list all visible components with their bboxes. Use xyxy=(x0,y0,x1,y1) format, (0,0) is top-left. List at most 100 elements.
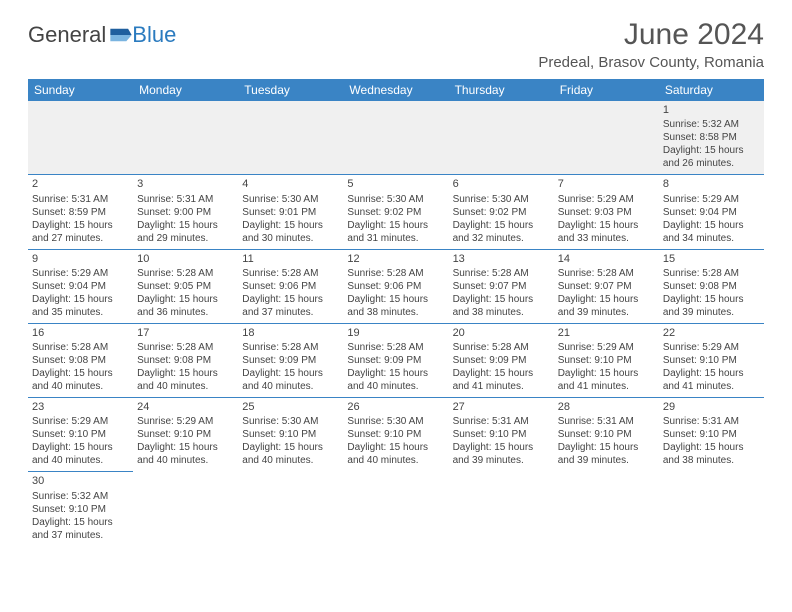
daylight-line-2: and 38 minutes. xyxy=(347,306,444,319)
dayname-wednesday: Wednesday xyxy=(343,79,448,101)
daylight-line-2: and 40 minutes. xyxy=(347,380,444,393)
sunset-line: Sunset: 9:07 PM xyxy=(558,280,655,293)
page-title: June 2024 xyxy=(538,18,764,52)
daylight-line-2: and 40 minutes. xyxy=(347,454,444,467)
sunset-line: Sunset: 8:59 PM xyxy=(32,206,129,219)
day-number: 10 xyxy=(137,252,234,266)
day-number: 21 xyxy=(558,326,655,340)
day-cell: 10Sunrise: 5:28 AMSunset: 9:05 PMDayligh… xyxy=(133,249,238,323)
daylight-line-1: Daylight: 15 hours xyxy=(32,441,129,454)
week-row: 30Sunrise: 5:32 AMSunset: 9:10 PMDayligh… xyxy=(28,472,764,546)
daylight-line-2: and 39 minutes. xyxy=(663,306,760,319)
sunrise-line: Sunrise: 5:29 AM xyxy=(32,415,129,428)
day-cell xyxy=(133,472,238,546)
sunset-line: Sunset: 9:07 PM xyxy=(453,280,550,293)
day-cell xyxy=(659,472,764,546)
day-cell: 17Sunrise: 5:28 AMSunset: 9:08 PMDayligh… xyxy=(133,323,238,397)
day-number: 22 xyxy=(663,326,760,340)
day-cell: 26Sunrise: 5:30 AMSunset: 9:10 PMDayligh… xyxy=(343,398,448,472)
daylight-line-1: Daylight: 15 hours xyxy=(347,441,444,454)
sunrise-line: Sunrise: 5:28 AM xyxy=(242,341,339,354)
daylight-line-2: and 36 minutes. xyxy=(137,306,234,319)
sunset-line: Sunset: 9:01 PM xyxy=(242,206,339,219)
day-cell: 5Sunrise: 5:30 AMSunset: 9:02 PMDaylight… xyxy=(343,175,448,249)
daylight-line-1: Daylight: 15 hours xyxy=(558,293,655,306)
sunset-line: Sunset: 9:08 PM xyxy=(663,280,760,293)
sunrise-line: Sunrise: 5:30 AM xyxy=(242,193,339,206)
day-cell: 30Sunrise: 5:32 AMSunset: 9:10 PMDayligh… xyxy=(28,472,133,546)
daylight-line-2: and 41 minutes. xyxy=(453,380,550,393)
sunset-line: Sunset: 9:04 PM xyxy=(663,206,760,219)
dayname-thursday: Thursday xyxy=(449,79,554,101)
day-cell: 18Sunrise: 5:28 AMSunset: 9:09 PMDayligh… xyxy=(238,323,343,397)
daylight-line-2: and 35 minutes. xyxy=(32,306,129,319)
week-row: 2Sunrise: 5:31 AMSunset: 8:59 PMDaylight… xyxy=(28,175,764,249)
sunset-line: Sunset: 9:06 PM xyxy=(347,280,444,293)
day-cell: 24Sunrise: 5:29 AMSunset: 9:10 PMDayligh… xyxy=(133,398,238,472)
day-cell: 14Sunrise: 5:28 AMSunset: 9:07 PMDayligh… xyxy=(554,249,659,323)
day-number: 24 xyxy=(137,400,234,414)
daylight-line-2: and 39 minutes. xyxy=(558,454,655,467)
dayname-sunday: Sunday xyxy=(28,79,133,101)
day-cell xyxy=(343,101,448,175)
day-number: 4 xyxy=(242,177,339,191)
day-number: 12 xyxy=(347,252,444,266)
daylight-line-2: and 39 minutes. xyxy=(558,306,655,319)
daylight-line-1: Daylight: 15 hours xyxy=(453,441,550,454)
day-cell xyxy=(133,101,238,175)
sunrise-line: Sunrise: 5:28 AM xyxy=(242,267,339,280)
day-number: 11 xyxy=(242,252,339,266)
daylight-line-1: Daylight: 15 hours xyxy=(663,219,760,232)
daylight-line-1: Daylight: 15 hours xyxy=(558,367,655,380)
daylight-line-2: and 41 minutes. xyxy=(558,380,655,393)
day-cell xyxy=(28,101,133,175)
day-cell: 2Sunrise: 5:31 AMSunset: 8:59 PMDaylight… xyxy=(28,175,133,249)
sunrise-line: Sunrise: 5:28 AM xyxy=(347,341,444,354)
sunrise-line: Sunrise: 5:31 AM xyxy=(453,415,550,428)
day-number: 18 xyxy=(242,326,339,340)
sunrise-line: Sunrise: 5:29 AM xyxy=(558,341,655,354)
sunrise-line: Sunrise: 5:32 AM xyxy=(663,118,760,131)
sunset-line: Sunset: 8:58 PM xyxy=(663,131,760,144)
daylight-line-2: and 40 minutes. xyxy=(242,380,339,393)
day-cell: 20Sunrise: 5:28 AMSunset: 9:09 PMDayligh… xyxy=(449,323,554,397)
daylight-line-2: and 32 minutes. xyxy=(453,232,550,245)
day-cell: 3Sunrise: 5:31 AMSunset: 9:00 PMDaylight… xyxy=(133,175,238,249)
day-number: 28 xyxy=(558,400,655,414)
sunset-line: Sunset: 9:05 PM xyxy=(137,280,234,293)
daylight-line-1: Daylight: 15 hours xyxy=(558,441,655,454)
day-cell: 4Sunrise: 5:30 AMSunset: 9:01 PMDaylight… xyxy=(238,175,343,249)
day-number: 25 xyxy=(242,400,339,414)
daylight-line-1: Daylight: 15 hours xyxy=(137,441,234,454)
daylight-line-2: and 37 minutes. xyxy=(32,529,129,542)
daylight-line-1: Daylight: 15 hours xyxy=(242,441,339,454)
daylight-line-1: Daylight: 15 hours xyxy=(137,367,234,380)
day-number: 17 xyxy=(137,326,234,340)
day-number: 13 xyxy=(453,252,550,266)
sunset-line: Sunset: 9:10 PM xyxy=(453,428,550,441)
day-cell: 12Sunrise: 5:28 AMSunset: 9:06 PMDayligh… xyxy=(343,249,448,323)
week-row: 23Sunrise: 5:29 AMSunset: 9:10 PMDayligh… xyxy=(28,398,764,472)
daylight-line-1: Daylight: 15 hours xyxy=(663,293,760,306)
sunset-line: Sunset: 9:10 PM xyxy=(32,428,129,441)
calendar-table: SundayMondayTuesdayWednesdayThursdayFrid… xyxy=(28,79,764,546)
day-number: 16 xyxy=(32,326,129,340)
logo-text-general: General xyxy=(28,22,106,48)
sunset-line: Sunset: 9:08 PM xyxy=(137,354,234,367)
daylight-line-2: and 40 minutes. xyxy=(32,380,129,393)
sunrise-line: Sunrise: 5:28 AM xyxy=(137,341,234,354)
sunset-line: Sunset: 9:09 PM xyxy=(242,354,339,367)
day-cell: 6Sunrise: 5:30 AMSunset: 9:02 PMDaylight… xyxy=(449,175,554,249)
daylight-line-2: and 41 minutes. xyxy=(663,380,760,393)
day-cell: 11Sunrise: 5:28 AMSunset: 9:06 PMDayligh… xyxy=(238,249,343,323)
week-row: 9Sunrise: 5:29 AMSunset: 9:04 PMDaylight… xyxy=(28,249,764,323)
logo-text-blue: Blue xyxy=(132,22,176,48)
sunrise-line: Sunrise: 5:28 AM xyxy=(558,267,655,280)
dayname-tuesday: Tuesday xyxy=(238,79,343,101)
daylight-line-1: Daylight: 15 hours xyxy=(137,219,234,232)
sunrise-line: Sunrise: 5:30 AM xyxy=(347,415,444,428)
day-cell: 21Sunrise: 5:29 AMSunset: 9:10 PMDayligh… xyxy=(554,323,659,397)
day-cell xyxy=(238,101,343,175)
day-number: 27 xyxy=(453,400,550,414)
dayname-monday: Monday xyxy=(133,79,238,101)
